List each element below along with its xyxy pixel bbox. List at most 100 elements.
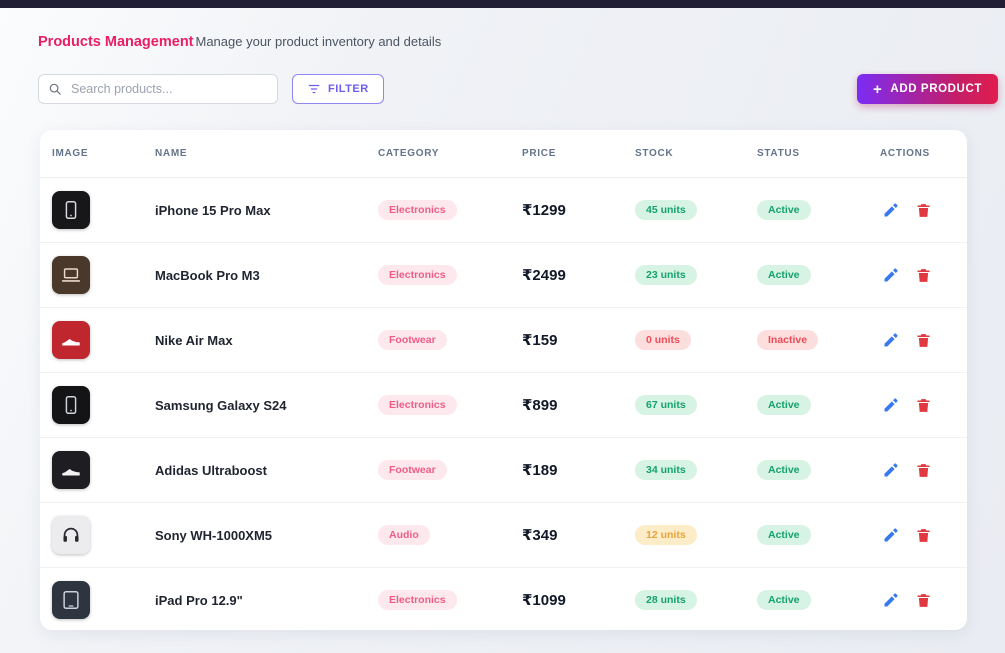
product-price: ₹1099 <box>522 592 566 609</box>
stock-badge: 67 units <box>635 394 697 416</box>
trash-icon <box>915 202 932 219</box>
product-name: Nike Air Max <box>155 332 233 348</box>
delete-button[interactable] <box>913 525 934 546</box>
table-row: Nike Air Max Footwear ₹159 0 units Inact… <box>40 308 967 373</box>
products-management-page: Products Management Manage your product … <box>0 8 1005 630</box>
product-image <box>52 581 90 619</box>
edit-button[interactable] <box>880 525 901 546</box>
filter-button-label: FILTER <box>328 83 369 95</box>
plus-icon: + <box>873 80 883 98</box>
search-input[interactable] <box>38 74 278 104</box>
category-badge: Footwear <box>378 329 447 351</box>
status-badge: Active <box>757 264 811 286</box>
product-image <box>52 516 90 554</box>
pencil-icon <box>882 592 899 609</box>
stock-badge: 45 units <box>635 199 697 221</box>
product-name: iPad Pro 12.9" <box>155 592 243 608</box>
pencil-icon <box>882 462 899 479</box>
product-thumbnail-icon <box>60 329 82 351</box>
product-image <box>52 451 90 489</box>
pencil-icon <box>882 527 899 544</box>
trash-icon <box>915 267 932 284</box>
trash-icon <box>915 332 932 349</box>
table-row: iPad Pro 12.9" Electronics ₹1099 28 unit… <box>40 568 967 630</box>
column-header-price: PRICE <box>522 148 557 159</box>
table-row: Samsung Galaxy S24 Electronics ₹899 67 u… <box>40 373 967 438</box>
product-name: iPhone 15 Pro Max <box>155 202 271 218</box>
product-image <box>52 191 90 229</box>
pencil-icon <box>882 397 899 414</box>
toolbar: FILTER + ADD PRODUCT <box>38 74 998 104</box>
delete-button[interactable] <box>913 395 934 416</box>
table-row: Adidas Ultraboost Footwear ₹189 34 units… <box>40 438 967 503</box>
trash-icon <box>915 527 932 544</box>
edit-button[interactable] <box>880 265 901 286</box>
table-row: Sony WH-1000XM5 Audio ₹349 12 units Acti… <box>40 503 967 568</box>
table-header-row: IMAGE NAME CATEGORY PRICE STOCK STATUS A… <box>40 130 967 178</box>
edit-button[interactable] <box>880 200 901 221</box>
page-subtitle: Manage your product inventory and detail… <box>195 34 442 49</box>
edit-button[interactable] <box>880 330 901 351</box>
category-badge: Electronics <box>378 199 457 221</box>
filter-icon <box>307 82 321 96</box>
product-name: MacBook Pro M3 <box>155 267 260 283</box>
edit-button[interactable] <box>880 395 901 416</box>
trash-icon <box>915 397 932 414</box>
column-header-image: IMAGE <box>52 148 89 159</box>
products-table: IMAGE NAME CATEGORY PRICE STOCK STATUS A… <box>40 130 967 630</box>
table-body: iPhone 15 Pro Max Electronics ₹1299 45 u… <box>40 178 967 630</box>
page-title: Products Management <box>38 34 194 50</box>
add-product-button[interactable]: + ADD PRODUCT <box>857 74 998 104</box>
pencil-icon <box>882 332 899 349</box>
stock-badge: 0 units <box>635 329 691 351</box>
category-badge: Electronics <box>378 589 457 611</box>
product-price: ₹899 <box>522 397 558 414</box>
product-thumbnail-icon <box>60 459 82 481</box>
product-name: Samsung Galaxy S24 <box>155 397 287 413</box>
delete-button[interactable] <box>913 200 934 221</box>
product-price: ₹189 <box>522 462 558 479</box>
status-badge: Inactive <box>757 329 819 351</box>
product-thumbnail-icon <box>60 394 82 416</box>
trash-icon <box>915 462 932 479</box>
stock-badge: 23 units <box>635 264 697 286</box>
edit-button[interactable] <box>880 460 901 481</box>
search-icon <box>48 82 62 96</box>
product-name: Adidas Ultraboost <box>155 462 267 478</box>
product-image <box>52 386 90 424</box>
stock-badge: 12 units <box>635 524 697 546</box>
column-header-actions: ACTIONS <box>880 148 930 159</box>
delete-button[interactable] <box>913 590 934 611</box>
filter-button[interactable]: FILTER <box>292 74 384 104</box>
delete-button[interactable] <box>913 330 934 351</box>
page-header: Products Management Manage your product … <box>38 34 1005 50</box>
status-badge: Active <box>757 459 811 481</box>
product-price: ₹1299 <box>522 202 566 219</box>
product-price: ₹159 <box>522 332 558 349</box>
column-header-name: NAME <box>155 148 188 159</box>
search-box <box>38 74 278 104</box>
category-badge: Audio <box>378 524 430 546</box>
pencil-icon <box>882 202 899 219</box>
status-badge: Active <box>757 394 811 416</box>
add-product-button-label: ADD PRODUCT <box>890 83 982 95</box>
pencil-icon <box>882 267 899 284</box>
delete-button[interactable] <box>913 460 934 481</box>
status-badge: Active <box>757 524 811 546</box>
trash-icon <box>915 592 932 609</box>
column-header-status: STATUS <box>757 148 800 159</box>
stock-badge: 34 units <box>635 459 697 481</box>
product-thumbnail-icon <box>60 264 82 286</box>
product-image <box>52 256 90 294</box>
product-name: Sony WH-1000XM5 <box>155 527 273 543</box>
delete-button[interactable] <box>913 265 934 286</box>
status-badge: Active <box>757 199 811 221</box>
table-row: MacBook Pro M3 Electronics ₹2499 23 unit… <box>40 243 967 308</box>
top-accent-bar <box>0 0 1005 8</box>
category-badge: Footwear <box>378 459 447 481</box>
category-badge: Electronics <box>378 264 457 286</box>
edit-button[interactable] <box>880 590 901 611</box>
product-image <box>52 321 90 359</box>
product-price: ₹349 <box>522 527 558 544</box>
product-thumbnail-icon <box>60 524 82 546</box>
